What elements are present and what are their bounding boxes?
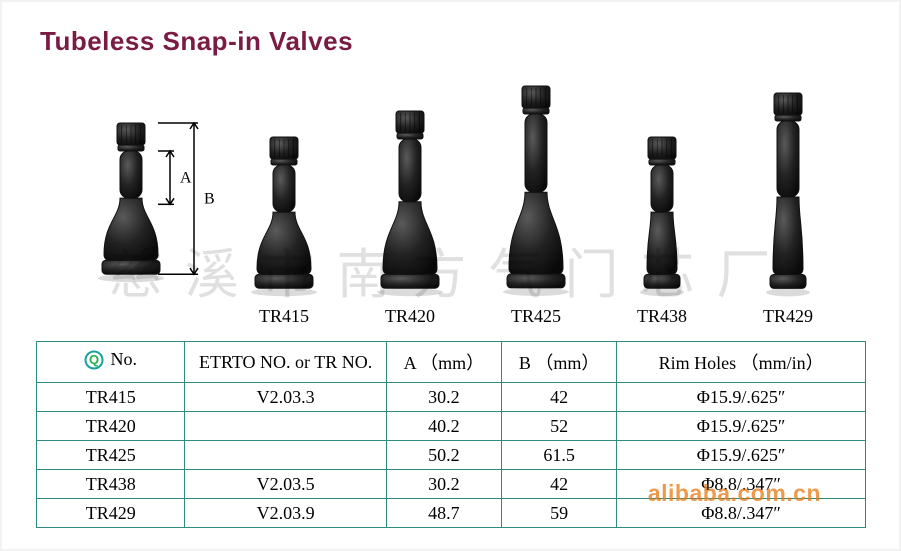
cell-no: TR438 <box>37 470 185 499</box>
cell-a: 30.2 <box>386 470 501 499</box>
cell-no: TR415 <box>37 383 185 412</box>
spec-table: Q No. ETRTO NO. or TR NO. A （mm） B （mm） … <box>36 341 866 528</box>
cell-etrto: V2.03.5 <box>185 470 386 499</box>
cell-rim: Φ15.9/.625″ <box>617 441 866 470</box>
cell-etrto: V2.03.9 <box>185 499 386 528</box>
cell-rim: Φ8.8/.347″ <box>617 470 866 499</box>
col-a: A （mm） <box>386 342 501 383</box>
cell-etrto <box>185 412 386 441</box>
cell-b: 61.5 <box>501 441 616 470</box>
valve-tr420: TR420 <box>362 109 458 327</box>
col-etrto: ETRTO NO. or TR NO. <box>185 342 386 383</box>
valve-tr438: TR438 <box>614 135 710 327</box>
table-row: TR438V2.03.530.242Φ8.8/.347″ <box>37 470 866 499</box>
valve-tr425: TR425 <box>488 84 584 327</box>
col-no: Q No. <box>37 342 185 383</box>
valve-tr429: TR429 <box>740 91 836 327</box>
valve-label: TR438 <box>614 306 710 327</box>
reference-valve: AB <box>98 121 220 289</box>
valve-label: TR415 <box>236 306 332 327</box>
cell-b: 52 <box>501 412 616 441</box>
page-title: Tubeless Snap-in Valves <box>40 26 865 57</box>
svg-text:A: A <box>180 169 192 186</box>
svg-text:B: B <box>204 190 215 207</box>
cell-no: TR429 <box>37 499 185 528</box>
table-row: TR425 50.261.5Φ15.9/.625″ <box>37 441 866 470</box>
table-row: TR420 40.252Φ15.9/.625″ <box>37 412 866 441</box>
q-icon: Q <box>84 350 104 370</box>
cell-a: 50.2 <box>386 441 501 470</box>
table-row: TR429V2.03.948.759Φ8.8/.347″ <box>37 499 866 528</box>
cell-rim: Φ15.9/.625″ <box>617 383 866 412</box>
valve-label: TR429 <box>740 306 836 327</box>
valve-label: TR425 <box>488 306 584 327</box>
valve-tr415: TR415 <box>236 135 332 327</box>
col-no-label: No. <box>110 349 137 370</box>
table-header-row: Q No. ETRTO NO. or TR NO. A （mm） B （mm） … <box>37 342 866 383</box>
cell-etrto: V2.03.3 <box>185 383 386 412</box>
valve-label: TR420 <box>362 306 458 327</box>
cell-b: 42 <box>501 383 616 412</box>
cell-etrto <box>185 441 386 470</box>
page: Tubeless Snap-in Valves AB TR415TR420TR4… <box>0 0 901 551</box>
cell-rim: Φ8.8/.347″ <box>617 499 866 528</box>
cell-b: 59 <box>501 499 616 528</box>
valves-row: AB TR415 TR420 TR425 TR438 TR429 <box>36 67 865 327</box>
table-row: TR415V2.03.330.242Φ15.9/.625″ <box>37 383 866 412</box>
cell-a: 48.7 <box>386 499 501 528</box>
cell-no: TR420 <box>37 412 185 441</box>
svg-text:Q: Q <box>89 352 99 367</box>
col-b: B （mm） <box>501 342 616 383</box>
col-rim: Rim Holes （mm/in） <box>617 342 866 383</box>
cell-b: 42 <box>501 470 616 499</box>
cell-rim: Φ15.9/.625″ <box>617 412 866 441</box>
cell-a: 30.2 <box>386 383 501 412</box>
cell-a: 40.2 <box>386 412 501 441</box>
cell-no: TR425 <box>37 441 185 470</box>
